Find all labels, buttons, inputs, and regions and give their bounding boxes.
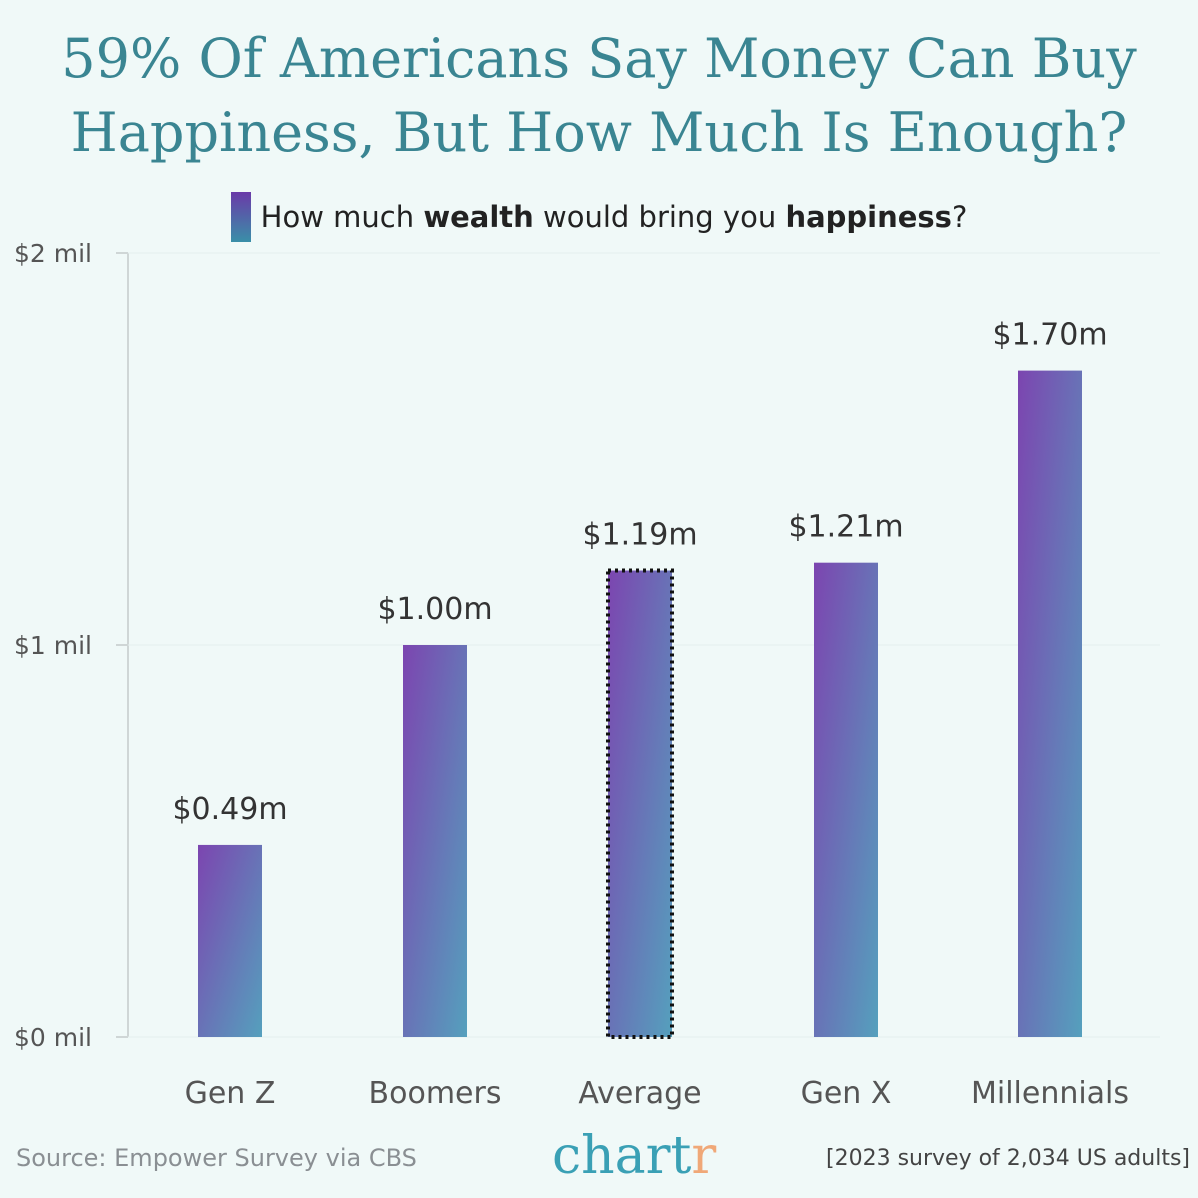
legend-bold-happiness: happiness [785, 200, 952, 234]
bar-boomers [403, 645, 467, 1037]
data-label: $1.21m [788, 510, 903, 545]
chartr-logo: chartr [552, 1126, 717, 1186]
x-tick-label: Average [578, 1076, 701, 1111]
title-line-2: Happiness, But How Much Is Enough? [70, 101, 1128, 164]
legend-text: How much [260, 200, 424, 234]
legend: How much wealth would bring you happines… [0, 192, 1198, 242]
legend-text: ? [951, 200, 968, 234]
bar-gen-x [814, 562, 878, 1037]
bar-average [606, 568, 674, 1040]
title-line-1: 59% Of Americans Say Money Can Buy [61, 27, 1137, 90]
y-tick-label: $0 mil [14, 1023, 92, 1052]
x-tick-label: Gen Z [185, 1076, 276, 1111]
x-tick-label: Gen X [801, 1076, 892, 1111]
data-label: $1.00m [377, 592, 492, 627]
legend-swatch [230, 192, 251, 242]
x-tick-label: Millennials [971, 1076, 1129, 1111]
footnote: [2023 survey of 2,034 US adults] [826, 1146, 1190, 1171]
bar-millennials [1018, 370, 1082, 1038]
x-tick-label: Boomers [369, 1076, 502, 1111]
data-label: $1.19m [582, 518, 697, 553]
bar-gen-z [198, 844, 262, 1037]
data-label: $1.70m [992, 318, 1107, 353]
source-text: Source: Empower Survey via CBS [16, 1144, 417, 1172]
y-tick-label: $2 mil [14, 239, 92, 268]
chart-title: 59% Of Americans Say Money Can Buy Happi… [0, 22, 1198, 170]
y-tick-label: $1 mil [14, 631, 92, 660]
legend-text: would bring you [533, 200, 786, 234]
legend-bold-wealth: wealth [423, 200, 534, 234]
data-label: $0.49m [172, 792, 287, 827]
